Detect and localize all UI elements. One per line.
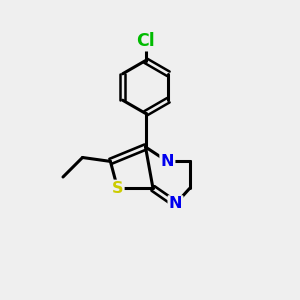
Text: S: S [112,181,123,196]
Text: N: N [161,154,174,169]
Text: Cl: Cl [136,32,155,50]
Text: N: N [169,196,182,211]
